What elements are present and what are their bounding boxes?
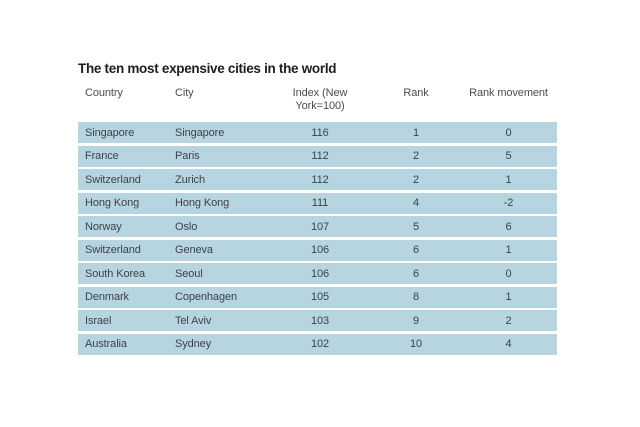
table-row: Switzerland Geneva 106 6 1 — [78, 239, 557, 261]
table-cell: 105 — [310, 291, 330, 303]
table-cell: Australia — [85, 338, 127, 350]
table-cell: 103 — [310, 314, 330, 327]
table-cell: 5 — [412, 220, 420, 233]
table-cell: Seoul — [175, 267, 203, 280]
table-cell: 9 — [412, 314, 420, 327]
table-cell: 1 — [505, 244, 512, 256]
table-cell: Hong Kong — [175, 197, 230, 209]
table-cell: 102 — [310, 338, 330, 350]
table-cell: Sydney — [175, 338, 212, 350]
table-cell: Singapore — [85, 126, 135, 139]
table-cell: Denmark — [85, 291, 129, 303]
table-row: Singapore Singapore 116 1 0 — [78, 122, 557, 143]
table-cell: 1 — [505, 173, 512, 186]
table-cell: 1 — [412, 126, 420, 139]
table-body: Singapore Singapore 116 1 0 France Paris 112 2 5 S… — [78, 122, 557, 355]
table-cell: 6 — [505, 220, 512, 233]
table-cell: 0 — [505, 267, 512, 280]
column-header-country: Country — [85, 87, 123, 99]
table-cell: 2 — [412, 173, 420, 186]
table-cell: Singapore — [175, 126, 225, 139]
table-cell: 5 — [505, 150, 512, 162]
table-cell: 2 — [412, 150, 420, 162]
table-cell: 6 — [412, 267, 420, 280]
table-cell: 116 — [311, 126, 329, 139]
column-header-index: Index (New York=100) — [292, 87, 348, 112]
table-cell: Tel Aviv — [175, 314, 212, 327]
table-cell: 0 — [505, 126, 512, 139]
table-cell: Zurich — [175, 173, 205, 186]
table-cell: 106 — [310, 244, 330, 256]
table-cell: Copenhagen — [175, 291, 238, 303]
table-row: South Korea Seoul 106 6 0 — [78, 263, 557, 284]
table-cell: Norway — [85, 220, 122, 233]
table-cell: 4 — [505, 338, 512, 350]
table-cell: 107 — [310, 220, 330, 233]
table-cell: Paris — [175, 150, 200, 162]
table-cell: Switzerland — [85, 244, 141, 256]
table-cell: Geneva — [175, 244, 213, 256]
column-header-rank-movement: Rank movement — [469, 87, 548, 99]
table-cell: Switzerland — [85, 173, 141, 186]
table-row: Switzerland Zurich 112 2 1 — [78, 169, 557, 190]
table-cell: 10 — [409, 338, 423, 350]
table-row: Denmark Copenhagen 105 8 1 — [78, 286, 557, 308]
table-cell: 2 — [505, 314, 512, 327]
column-header-rank: Rank — [403, 87, 429, 99]
table-cell: 8 — [412, 291, 420, 303]
table-cell: Hong Kong — [85, 197, 140, 209]
table-cell: 111 — [311, 197, 329, 209]
table-cell: France — [85, 150, 119, 162]
table-row: Australia Sydney 102 10 4 — [78, 333, 557, 355]
table-cell: Oslo — [175, 220, 198, 233]
expensive-cities-table: The ten most expensive cities in the wor… — [78, 61, 557, 357]
table-cell: 1 — [505, 291, 512, 303]
table-row: France Paris 112 2 5 — [78, 145, 557, 167]
table-cell: 112 — [311, 173, 329, 186]
column-header-city: City — [175, 87, 194, 99]
table-row: Israel Tel Aviv 103 9 2 — [78, 310, 557, 331]
table-cell: Israel — [85, 314, 112, 327]
table-cell: 6 — [412, 244, 420, 256]
table-row: Norway Oslo 107 5 6 — [78, 216, 557, 237]
table-cell: 112 — [311, 150, 329, 162]
table-cell: 106 — [310, 267, 330, 280]
table-cell: South Korea — [85, 267, 146, 280]
table-cell: -2 — [503, 197, 514, 209]
table-row: Hong Kong Hong Kong 111 4 -2 — [78, 192, 557, 214]
table-header: Country City Index (New York=100) Rank R… — [78, 87, 557, 113]
chart-title: The ten most expensive cities in the wor… — [78, 61, 337, 76]
table-cell: 4 — [412, 197, 420, 209]
